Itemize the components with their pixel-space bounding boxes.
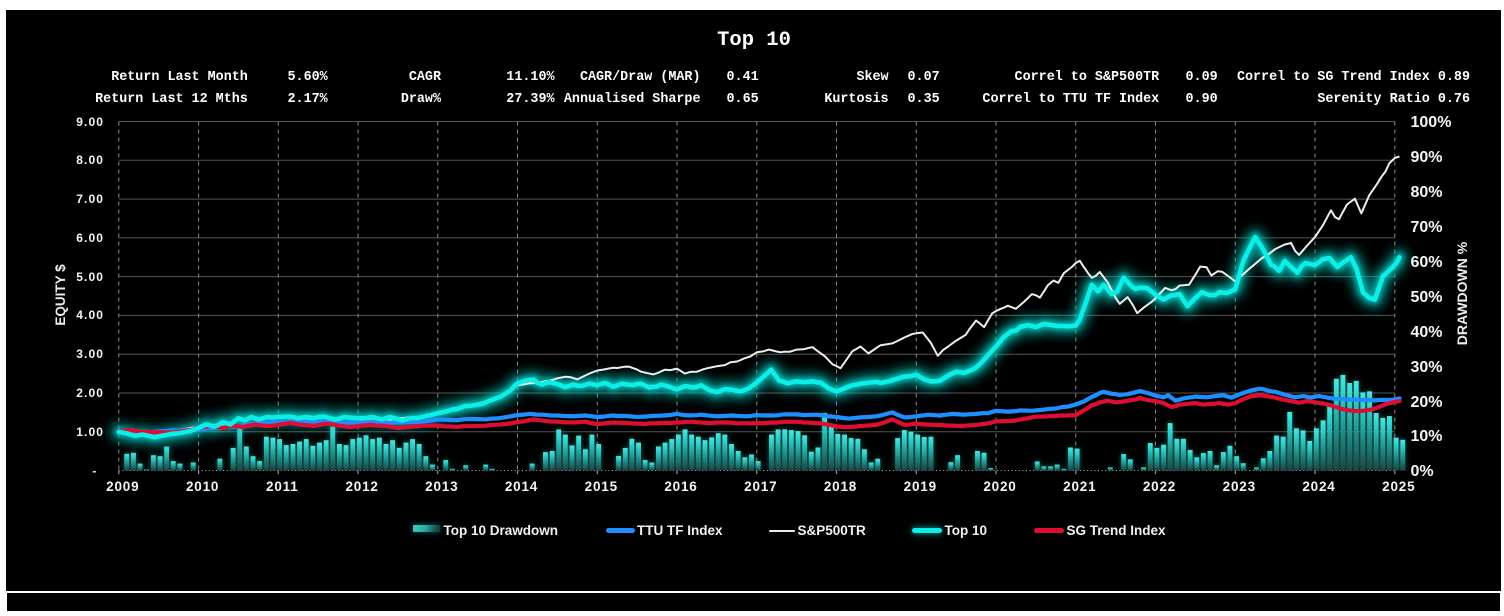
svg-text:DRAWDOWN %: DRAWDOWN %	[1454, 241, 1470, 345]
svg-text:EQUITY $: EQUITY $	[53, 264, 68, 326]
